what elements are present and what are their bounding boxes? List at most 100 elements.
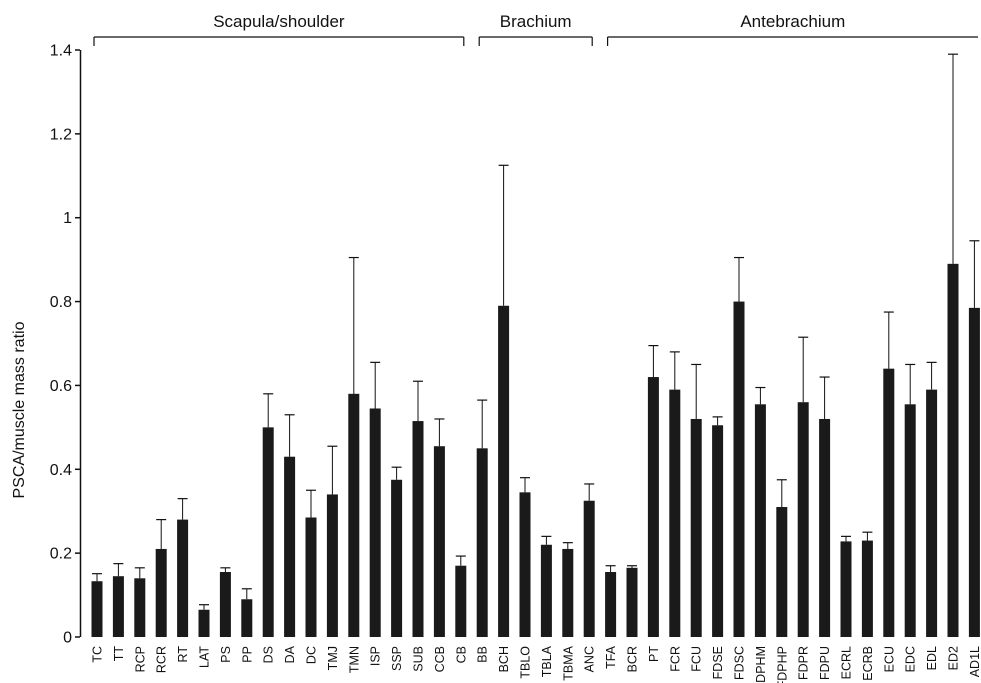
bar — [412, 421, 424, 637]
bar — [840, 541, 852, 637]
x-tick-label: TMN — [347, 646, 361, 673]
group-brackets: Scapula/shoulder Brachium Antebrachium — [93, 12, 978, 46]
bar — [926, 389, 938, 637]
x-tick-label: ISP — [369, 646, 383, 666]
bar — [498, 305, 510, 637]
x-tick-label: SSP — [390, 646, 404, 671]
x-tick-label: LAT — [198, 646, 212, 668]
x-tick-label: TBMA — [561, 645, 575, 680]
bar — [797, 402, 809, 637]
bar — [326, 494, 338, 637]
x-tick-label: TC — [91, 646, 105, 663]
bar — [947, 263, 959, 637]
bar — [669, 389, 681, 637]
x-tick-label: TBLA — [540, 645, 554, 677]
x-tick-label: TFA — [604, 645, 618, 669]
y-tick-label: 0.4 — [50, 462, 72, 479]
bar — [219, 572, 231, 637]
x-tick-label: PT — [647, 646, 661, 662]
bar — [241, 599, 253, 637]
x-tick-label: TBLO — [519, 646, 533, 679]
x-tick-label: FCU — [690, 646, 704, 672]
x-tick-label: CCB — [433, 646, 447, 672]
bar — [112, 576, 124, 637]
bar — [904, 404, 916, 637]
bars — [91, 263, 980, 637]
x-tick-label: TT — [112, 646, 126, 662]
bar — [562, 548, 574, 637]
group-label: Scapula/shoulder — [213, 12, 345, 31]
x-tick-label: ECRL — [840, 646, 854, 679]
bar — [348, 393, 360, 637]
bar — [455, 565, 467, 637]
x-tick-label: ECU — [882, 646, 896, 672]
bar — [305, 517, 317, 637]
y-axis: 0 0.2 0.4 0.6 0.8 1 1.2 1.4 — [50, 43, 82, 647]
y-tick-label: 1.2 — [50, 126, 72, 143]
bar — [284, 456, 296, 637]
x-tick-label: ANC — [583, 646, 597, 672]
bar — [433, 446, 445, 637]
x-tick-label: ECRB — [861, 646, 875, 681]
bar — [391, 479, 403, 637]
x-tick-label: SUB — [412, 646, 426, 672]
y-axis-title: PSCA/muscle mass ratio — [11, 321, 28, 498]
x-tick-label: FDPU — [818, 646, 832, 680]
bar — [626, 567, 638, 637]
bar — [712, 425, 724, 637]
y-tick-label: 0.8 — [50, 294, 72, 311]
x-tick-label: CB — [454, 646, 468, 663]
bar — [754, 404, 766, 637]
bar — [177, 519, 189, 637]
x-tick-label: BCH — [497, 646, 511, 672]
x-tick-label: EDC — [904, 646, 918, 672]
bar — [476, 448, 488, 637]
x-tick-label: DC — [305, 646, 319, 664]
bar — [819, 418, 831, 637]
x-tick-label: EDL — [925, 646, 939, 670]
bar — [733, 301, 745, 637]
x-tick-label: PP — [240, 646, 254, 663]
x-tick-label: DA — [283, 645, 297, 663]
x-tick-label: RCP — [133, 646, 147, 672]
y-tick-label: 0.2 — [50, 546, 72, 563]
x-tick-label: FDPR — [797, 646, 811, 680]
y-tick-label: 1 — [63, 210, 72, 227]
bar — [134, 578, 146, 637]
x-tick-label: TMJ — [326, 646, 340, 670]
bar — [91, 581, 103, 637]
x-tick-label: RT — [176, 646, 190, 663]
x-tick-label: AD1L — [968, 646, 981, 677]
x-tick-label: ED2 — [947, 646, 961, 670]
y-tick-label: 0 — [63, 630, 72, 647]
bar — [776, 507, 788, 637]
x-tick-label: DS — [262, 646, 276, 663]
y-tick-label: 1.4 — [50, 43, 72, 60]
bar — [583, 500, 595, 637]
y-tick-label: 0.6 — [50, 378, 72, 395]
bar — [647, 377, 659, 637]
x-tick-label: FDSC — [733, 646, 747, 680]
x-tick-label: RCR — [155, 646, 169, 673]
bar — [155, 548, 167, 637]
x-tick-label: BCR — [626, 646, 640, 672]
bar — [883, 368, 895, 637]
bar — [262, 427, 274, 637]
group-label: Brachium — [500, 12, 572, 31]
bar — [968, 307, 980, 637]
bar — [369, 408, 381, 637]
bar — [690, 418, 702, 637]
x-tick-label: FDPHP — [775, 646, 789, 683]
x-tick-labels: TC TT RCP RCR RT LAT PS PP DS DA DC TMJ TMN ISP SSP SUB… — [91, 645, 981, 683]
bar — [198, 609, 210, 637]
bar — [605, 572, 617, 637]
x-tick-label: FDSE — [711, 646, 725, 679]
bar — [519, 492, 531, 637]
x-tick-label: FDPHM — [754, 646, 768, 683]
x-tick-label: PS — [219, 646, 233, 663]
error-bars — [92, 53, 980, 610]
bar — [861, 540, 873, 637]
x-tick-label: BB — [476, 646, 490, 663]
